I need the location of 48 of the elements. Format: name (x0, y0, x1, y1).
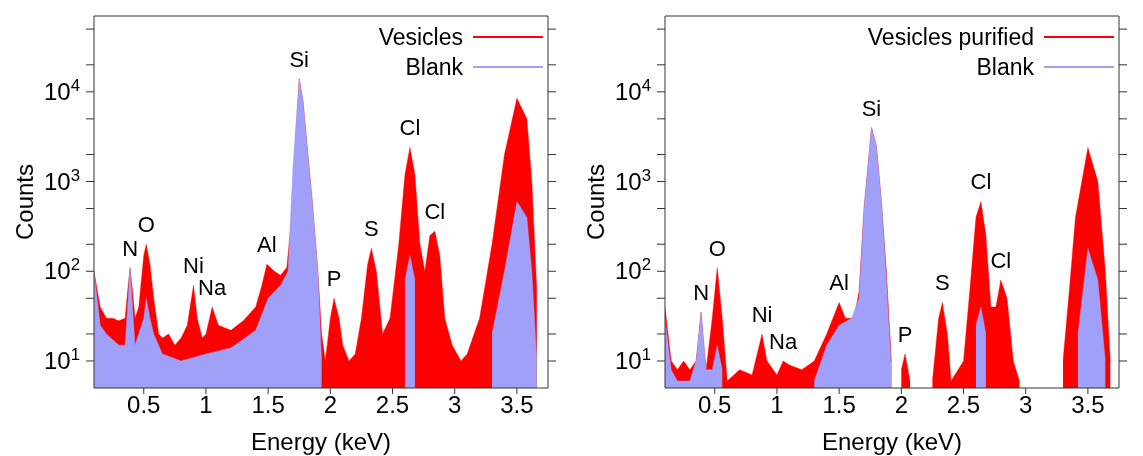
annotation: Si (861, 95, 882, 121)
y-tick-label: 10$^{2}$ (43, 254, 80, 285)
x-tick-label: 1.5 (251, 391, 285, 419)
y-tick-label: 10$^{1}$ (614, 344, 651, 374)
y-axis-title: Counts (581, 163, 609, 241)
annotation: N (693, 280, 710, 306)
y-tick-label: 10$^{3}$ (43, 165, 80, 195)
x-tick-label: 2.5 (946, 391, 981, 419)
y-tick-label: 10$^{3}$ (614, 165, 651, 195)
annotation: S (935, 270, 950, 296)
annotation: O (708, 235, 726, 261)
y-tick-label: 10$^{2}$ (614, 254, 651, 285)
legend-label: Blank (976, 53, 1034, 82)
annotation: Cl (970, 169, 992, 195)
annotation: Al (257, 232, 277, 258)
x-tick-label: 2 (894, 391, 909, 419)
y-tick-label: 10$^{4}$ (43, 75, 80, 105)
y-tick-label: 10$^{1}$ (43, 344, 80, 374)
x-tick-label: 1.5 (822, 391, 856, 419)
x-tick-label: 1 (199, 391, 213, 419)
annotation: O (137, 212, 155, 238)
x-tick-label: 3 (1019, 391, 1033, 419)
y-tick-label: 10$^{4}$ (614, 75, 651, 105)
annotation: P (326, 266, 342, 292)
x-tick-label: 3 (448, 391, 462, 419)
x-tick-label: 1 (770, 391, 784, 419)
x-tick-label: 2.5 (375, 391, 410, 419)
annotation: Na (769, 328, 798, 354)
x-tick-label: 0.5 (127, 391, 161, 419)
legend-label: Vesicles (378, 23, 463, 52)
x-axis-title: Energy (keV) (250, 428, 392, 455)
x-tick-label: 3.5 (500, 391, 534, 419)
y-axis-title: Counts (10, 163, 38, 241)
annotation: S (364, 216, 379, 242)
x-tick-label: 0.5 (698, 391, 732, 419)
legend-label: Blank (405, 53, 463, 82)
x-axis-title: Energy (keV) (821, 428, 963, 455)
annotation: P (897, 321, 913, 347)
legend-label: Vesicles purified (867, 23, 1034, 52)
annotation: Cl (990, 247, 1012, 273)
annotation: Al (829, 270, 849, 296)
annotation: Si (289, 46, 310, 72)
x-tick-label: 3.5 (1071, 391, 1105, 419)
annotation: Cl (399, 115, 421, 141)
annotation: Ni (751, 301, 773, 327)
annotation: Cl (424, 199, 446, 225)
annotation: N (122, 235, 139, 261)
x-tick-label: 2 (323, 391, 338, 419)
